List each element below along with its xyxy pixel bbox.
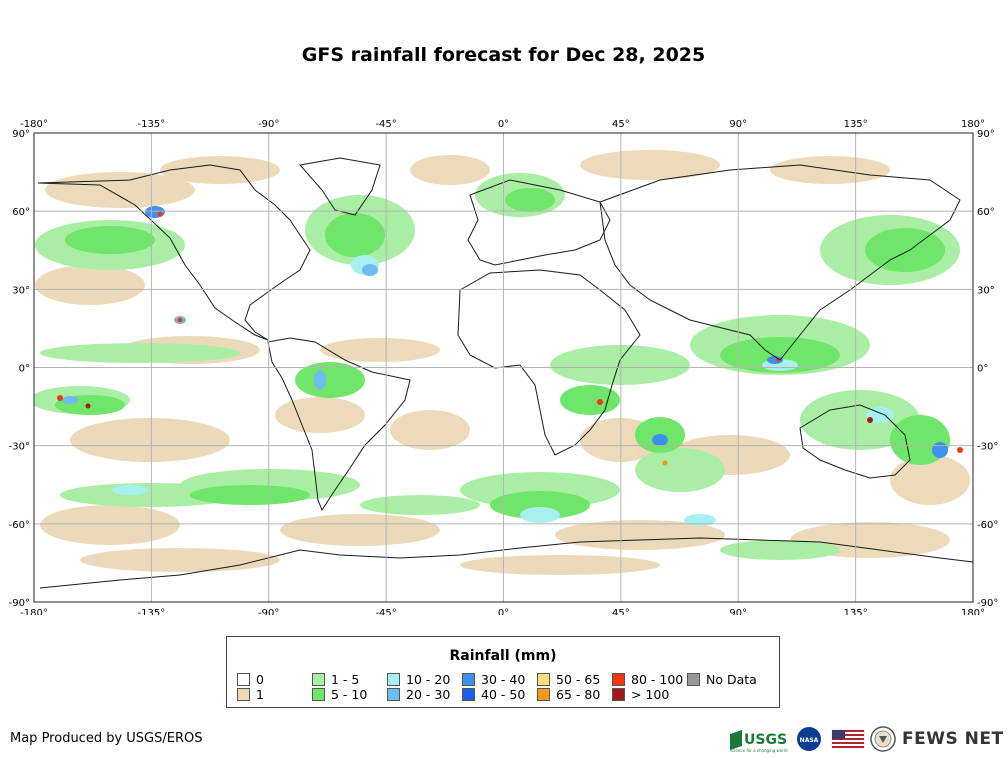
legend-label: 65 - 80 [556,687,601,702]
legend-item: > 100 [612,688,669,702]
legend-swatch [237,673,250,686]
usgs-logo: USGS science for a changing world [730,730,788,753]
legend-swatch [612,673,625,686]
legend-label: 80 - 100 [631,672,684,687]
legend-swatch [312,673,325,686]
lon-label-bottom: 0° [498,608,509,615]
asia-outline [599,164,961,361]
usgs-logo-text: USGS [744,732,787,748]
legend-swatch [312,688,325,701]
graticule [34,133,973,602]
legend-label: 0 [256,672,264,687]
legend-label: 5 - 10 [331,687,368,702]
lon-label-top: 135° [844,119,868,130]
lon-label-top: -45° [375,119,396,130]
lat-label-left: -90° [9,598,30,609]
us-flag-icon [831,729,865,749]
legend-item: 40 - 50 [462,688,525,702]
usgs-tagline: science for a changing world [730,748,788,753]
legend-label: 1 [256,687,264,702]
legend-label: 1 - 5 [331,672,360,687]
legend-item: 65 - 80 [537,688,600,702]
state-dept-seal-icon [870,726,896,752]
nasa-logo: NASA [797,727,821,751]
legend-swatch [237,688,250,701]
lon-label-bottom: -45° [375,608,396,615]
tick-labels: -180° -180° -135° -135° -90° -90° -45° -45° 0° 0°… [9,119,999,615]
lat-label-right: -30° [977,442,998,453]
legend-label: 20 - 30 [406,687,451,702]
legend-item: 50 - 65 [537,673,600,687]
legend-item: 0 [237,673,264,687]
europe-outline [467,179,611,266]
lat-label-right: -60° [977,520,998,531]
legend-swatch [537,688,550,701]
legend-swatch [537,673,550,686]
legend-label: 50 - 65 [556,672,601,687]
legend-swatch [462,688,475,701]
logo-strip: USGS science for a changing world NASA [730,726,896,753]
antarctica-outline [39,537,973,589]
lat-label-left: -30° [9,442,30,453]
map-title: GFS rainfall forecast for Dec 28, 2025 [301,44,706,66]
rain-5-10mm-areas [55,188,950,519]
australia-outline [799,404,911,479]
lat-label-left: 60° [12,207,30,218]
legend-label: > 100 [631,687,670,702]
coastlines [37,157,973,589]
lat-label-left: 0° [19,364,30,375]
credit-text: Map Produced by USGS/EROS [10,731,203,746]
legend-label: 10 - 20 [406,672,451,687]
legend-label: 40 - 50 [481,687,526,702]
lat-label-right: 90° [977,129,995,140]
lon-label-top: 180° [961,119,985,130]
legend-item: 30 - 40 [462,673,525,687]
lat-label-left: -60° [9,520,30,531]
lat-label-right: -90° [977,598,998,609]
legend-label: No Data [706,672,757,687]
legend-item: 5 - 10 [312,688,367,702]
lat-label-right: 60° [977,207,995,218]
legend-title: Rainfall (mm) [449,648,557,664]
lon-label-top: -90° [258,119,279,130]
lon-label-bottom: -90° [258,608,279,615]
legend-item: 1 - 5 [312,673,359,687]
legend-item: 10 - 20 [387,673,450,687]
lon-label-bottom: 45° [612,608,630,615]
lon-label-top: -180° [20,119,48,130]
rain-1mm-areas [35,150,970,575]
legend-item: No Data [687,673,757,687]
legend-item: 80 - 100 [612,673,683,687]
legend-swatch [687,673,700,686]
legend-label: 30 - 40 [481,672,526,687]
lon-label-bottom: 90° [729,608,747,615]
greenland-outline [299,157,381,216]
map-frame [33,132,974,603]
legend-item: 1 [237,688,264,702]
lat-label-left: 90° [12,129,30,140]
legend-swatch [462,673,475,686]
lon-label-top: 0° [498,119,509,130]
rainfall-map: -180° -180° -135° -135° -90° -90° -45° -45° 0° 0°… [9,119,999,615]
lat-label-left: 30° [12,285,30,296]
lon-label-top: 90° [729,119,747,130]
lat-label-right: 30° [977,285,995,296]
lon-label-top: -135° [138,119,166,130]
lon-label-bottom: 135° [844,608,868,615]
legend-swatch [387,688,400,701]
legend-item: 20 - 30 [387,688,450,702]
lon-label-top: 45° [612,119,630,130]
fews-net-logo: FEWS NET [902,729,1004,749]
south-america-outline [267,337,411,512]
lon-label-bottom: -180° [20,608,48,615]
rain-heavy-spots [57,211,963,466]
lat-label-right: 0° [977,364,988,375]
legend-swatch [612,688,625,701]
nasa-logo-text: NASA [800,737,819,744]
legend-swatch [387,673,400,686]
lon-label-bottom: -135° [138,608,166,615]
lon-label-bottom: 180° [961,608,985,615]
north-america-outline [37,164,311,341]
